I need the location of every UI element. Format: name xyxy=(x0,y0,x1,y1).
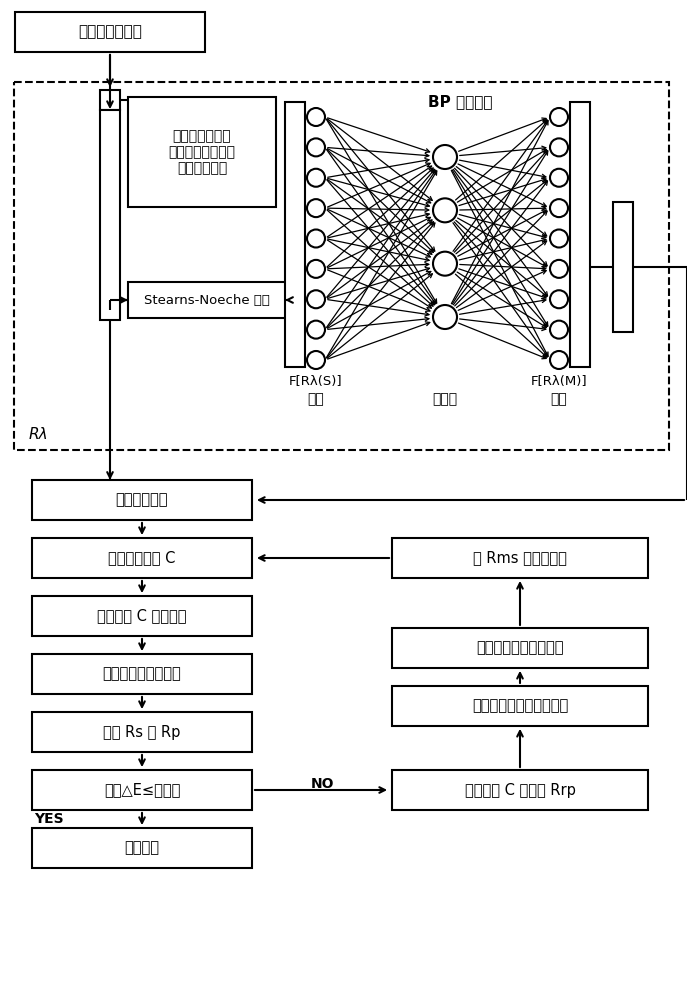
Text: 输出配方: 输出配方 xyxy=(124,840,159,856)
Text: NO: NO xyxy=(311,777,334,791)
FancyBboxPatch shape xyxy=(613,202,633,332)
FancyBboxPatch shape xyxy=(100,90,120,110)
Text: 比较 Rs 与 Rp: 比较 Rs 与 Rp xyxy=(103,724,181,740)
Text: 根据配方 C 制备样品: 根据配方 C 制备样品 xyxy=(98,608,187,624)
FancyBboxPatch shape xyxy=(392,686,648,726)
Text: 测定样品与单色
纤维的反射率，制
作基础数据库: 测定样品与单色 纤维的反射率，制 作基础数据库 xyxy=(168,129,236,175)
FancyBboxPatch shape xyxy=(14,82,669,450)
Text: F[Rλ(S)]: F[Rλ(S)] xyxy=(289,374,343,387)
FancyBboxPatch shape xyxy=(392,628,648,668)
FancyBboxPatch shape xyxy=(32,770,252,810)
Text: 由 Rms 作为新标准: 由 Rms 作为新标准 xyxy=(473,550,567,566)
Text: 隐含层: 隐含层 xyxy=(432,392,458,406)
Text: 测量制备样品的反射: 测量制备样品的反射 xyxy=(102,666,181,682)
FancyBboxPatch shape xyxy=(32,596,252,636)
Text: 计算△E≤设定值: 计算△E≤设定值 xyxy=(104,782,180,798)
Text: 测量标样反射率: 测量标样反射率 xyxy=(78,24,142,39)
Text: 计算与实际光谱间的差异: 计算与实际光谱间的差异 xyxy=(472,698,568,713)
Text: 输入: 输入 xyxy=(308,392,324,406)
Text: Rλ: Rλ xyxy=(29,427,49,442)
FancyBboxPatch shape xyxy=(570,102,590,367)
FancyBboxPatch shape xyxy=(128,97,276,207)
Text: 输出: 输出 xyxy=(550,392,567,406)
FancyBboxPatch shape xyxy=(32,480,252,520)
FancyBboxPatch shape xyxy=(285,102,305,367)
Text: 光谱配色算法: 光谱配色算法 xyxy=(115,492,168,508)
FancyBboxPatch shape xyxy=(392,538,648,578)
Text: YES: YES xyxy=(34,812,64,826)
Text: BP 神经网络: BP 神经网络 xyxy=(428,94,493,109)
FancyBboxPatch shape xyxy=(100,110,120,320)
Text: F[Rλ(M)]: F[Rλ(M)] xyxy=(530,374,587,387)
Text: 计算初始配方 C: 计算初始配方 C xyxy=(109,550,176,566)
FancyBboxPatch shape xyxy=(32,712,252,752)
FancyBboxPatch shape xyxy=(32,538,252,578)
FancyBboxPatch shape xyxy=(128,282,286,318)
FancyBboxPatch shape xyxy=(392,770,648,810)
FancyBboxPatch shape xyxy=(15,12,205,52)
Text: Stearns-Noeche 模型: Stearns-Noeche 模型 xyxy=(144,294,270,306)
Text: 合成配方 C 的光谱 Rrp: 合成配方 C 的光谱 Rrp xyxy=(464,782,576,798)
Text: 修正标准样的模型光谱: 修正标准样的模型光谱 xyxy=(476,640,564,655)
FancyBboxPatch shape xyxy=(32,654,252,694)
FancyBboxPatch shape xyxy=(32,828,252,868)
